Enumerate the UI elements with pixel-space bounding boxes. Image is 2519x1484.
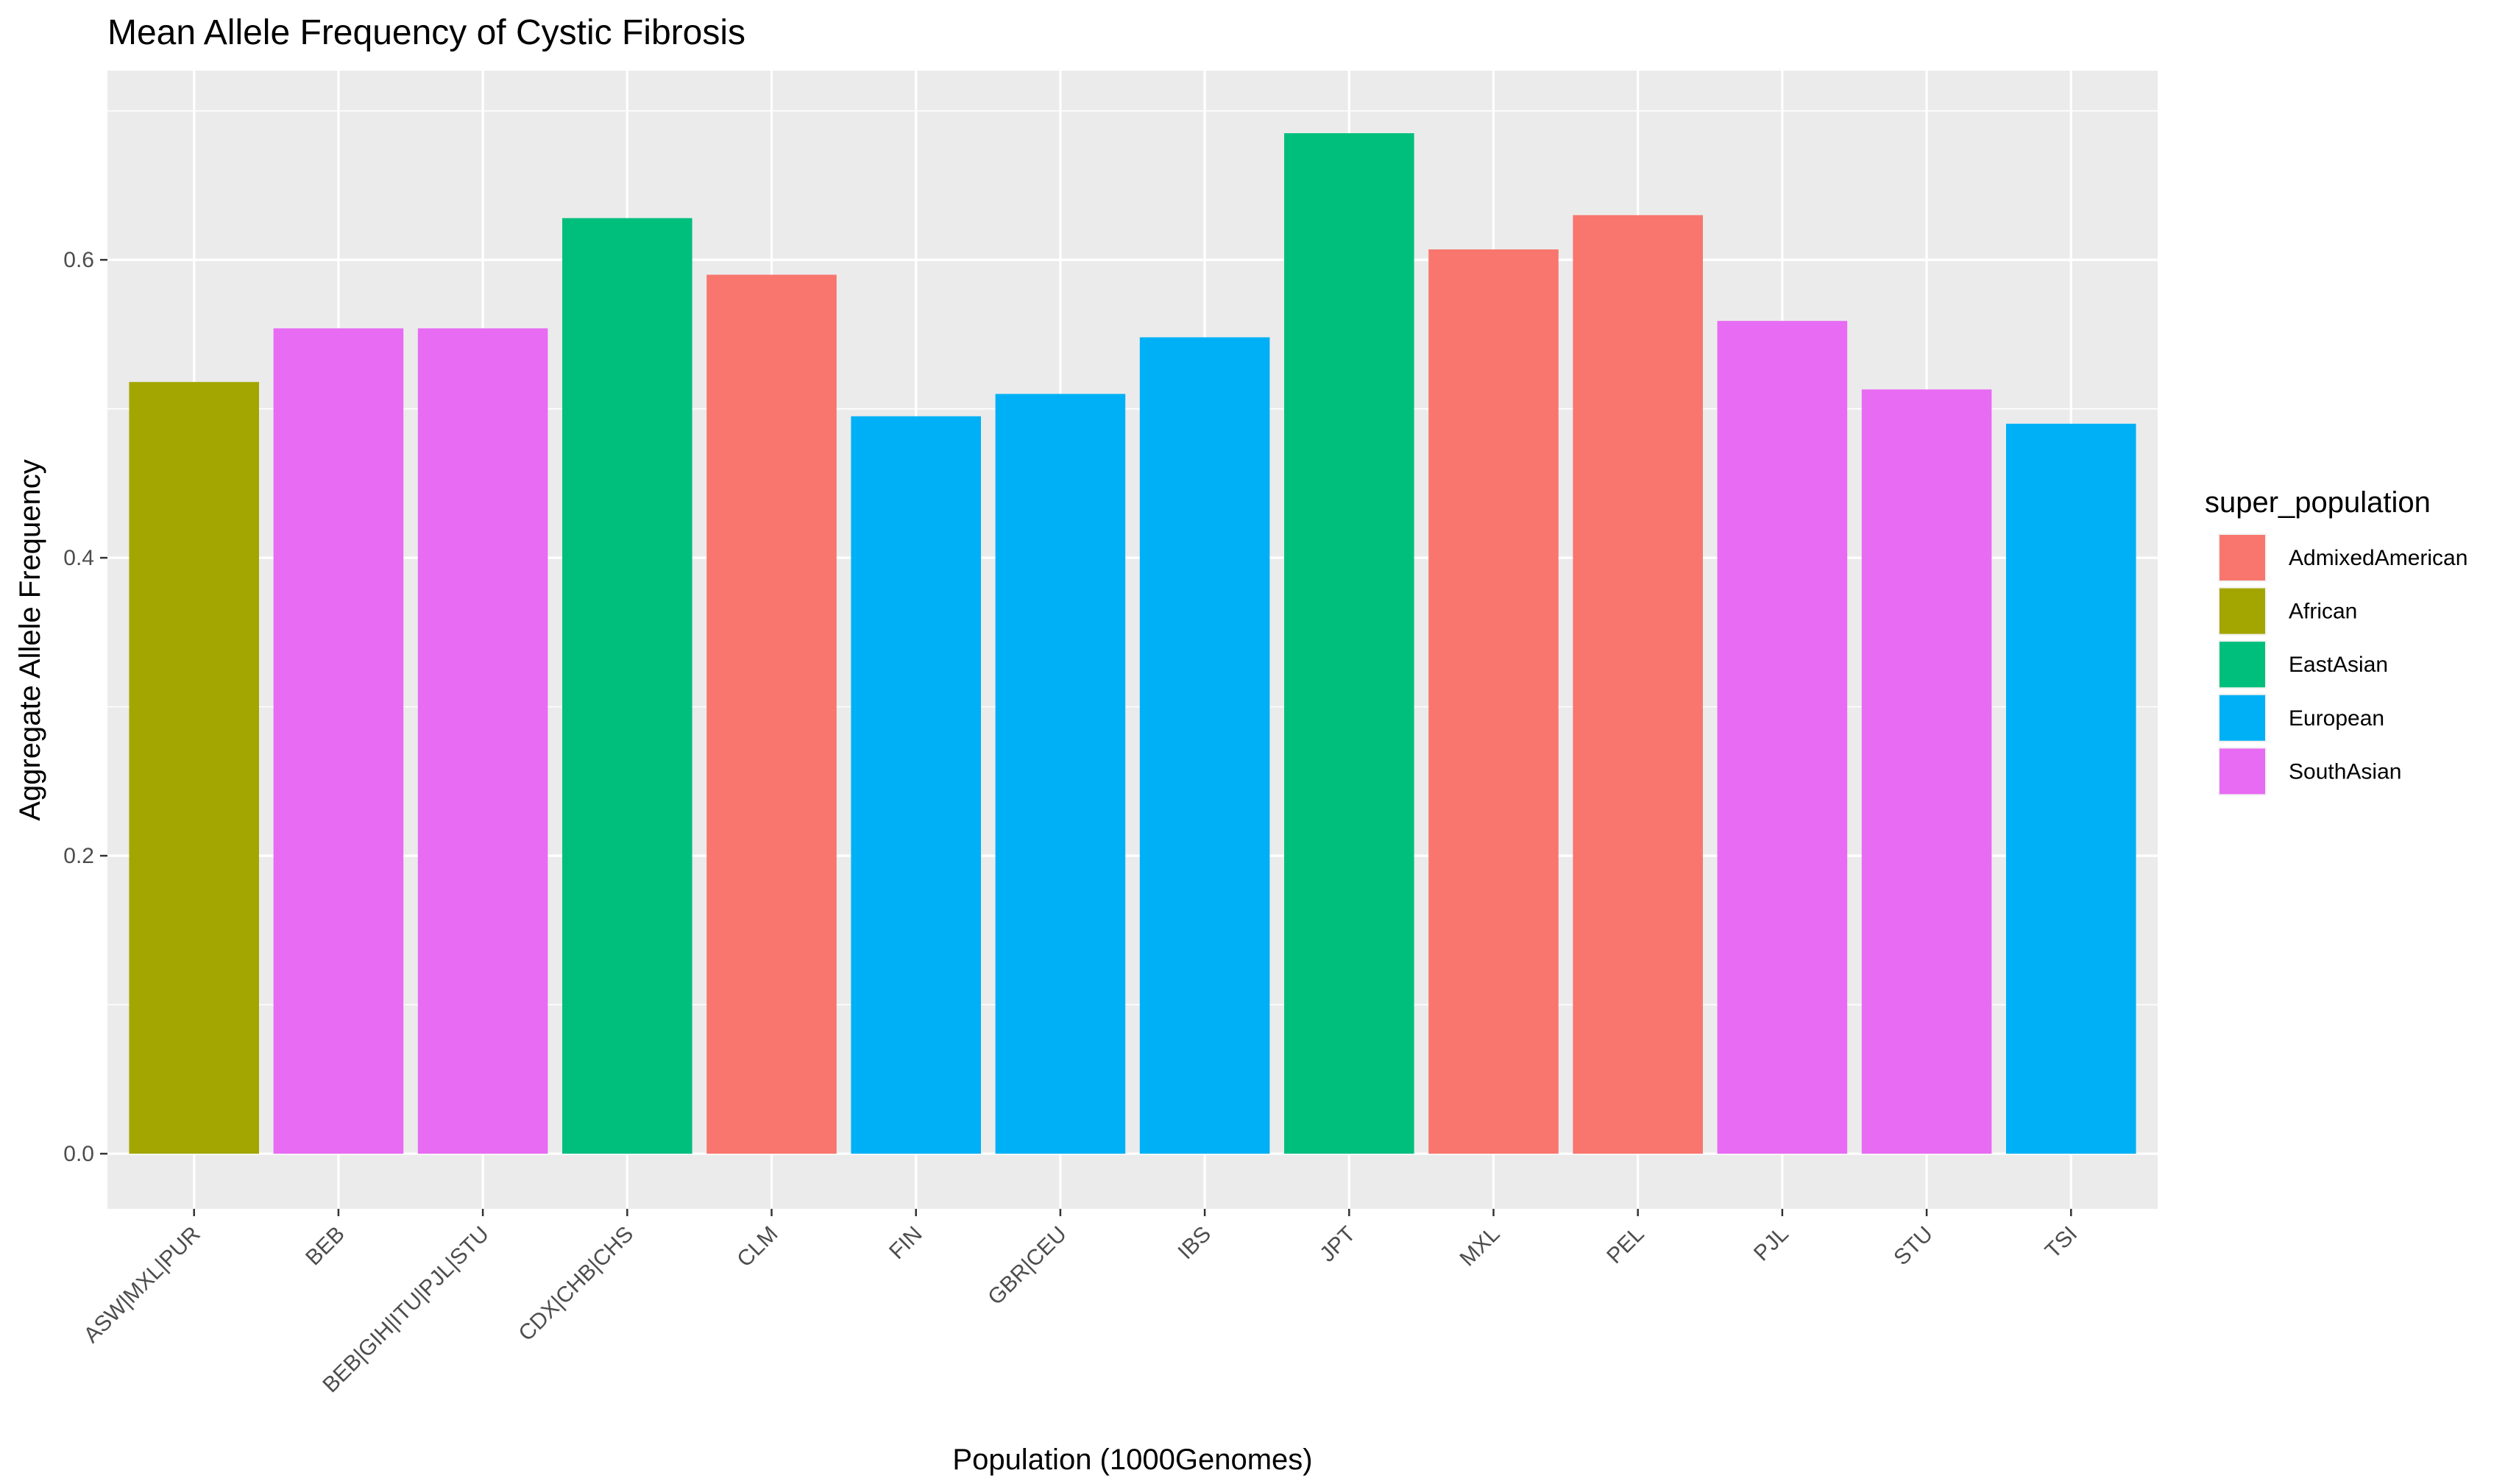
- bar-jpt: [1284, 133, 1414, 1154]
- x-tick-label: GBR|CEU: [983, 1222, 1071, 1310]
- legend-items: AdmixedAmerican African EastAsian European S…: [2218, 533, 2467, 796]
- x-tick-label: PJL: [1749, 1222, 1793, 1266]
- legend-label: AdmixedAmerican: [2289, 546, 2467, 570]
- bar-pjl: [1717, 321, 1848, 1154]
- x-tick-label: STU: [1889, 1222, 1938, 1271]
- y-axis-title: Aggregate Allele Frequency: [14, 459, 46, 820]
- bar-pel: [1573, 215, 1703, 1154]
- legend-label: European: [2289, 706, 2384, 731]
- legend: super_population AdmixedAmerican African E…: [2205, 486, 2467, 796]
- x-tick-label: BEB|GIH|ITU|PJL|STU: [318, 1222, 494, 1398]
- x-tick-label: MXL: [1455, 1222, 1504, 1271]
- x-tick-label: ASW|MXL|PUR: [79, 1222, 205, 1348]
- bar-ibs: [1139, 337, 1270, 1154]
- x-tick-label: PEL: [1602, 1222, 1648, 1268]
- legend-label: African: [2289, 600, 2357, 624]
- x-tick-label: CDX|CHB|CHS: [514, 1222, 639, 1346]
- bars: [129, 133, 2136, 1154]
- bar-asw-mxl-pur: [129, 382, 260, 1154]
- y-tick-label: 0.2: [63, 844, 94, 868]
- chart-title: Mean Allele Frequency of Cystic Fibrosis: [107, 13, 745, 52]
- legend-swatch: [2219, 748, 2265, 795]
- x-tick-label: IBS: [1174, 1222, 1216, 1265]
- bar-tsi: [2005, 423, 2136, 1154]
- x-tick-label: FIN: [885, 1222, 927, 1265]
- legend-label: EastAsian: [2289, 653, 2388, 677]
- bar-beb-gih-itu-pjl-stu: [417, 328, 548, 1154]
- bar-gbr-ceu: [995, 394, 1126, 1154]
- x-tick-label: BEB: [301, 1222, 350, 1271]
- y-tick-label: 0.0: [63, 1142, 94, 1166]
- legend-title: super_population: [2205, 486, 2431, 519]
- legend-swatch: [2219, 695, 2265, 741]
- y-axis: 0.0 0.2 0.4 0.6: [63, 248, 107, 1166]
- bar-mxl: [1428, 249, 1559, 1154]
- x-tick-label: TSI: [2041, 1222, 2082, 1263]
- y-tick-label: 0.6: [63, 248, 94, 272]
- bar-clm: [706, 274, 837, 1154]
- bar-beb: [273, 328, 404, 1154]
- legend-swatch: [2219, 588, 2265, 634]
- x-tick-label: CLM: [732, 1222, 782, 1272]
- legend-swatch: [2219, 535, 2265, 581]
- plot-panel: [107, 71, 2158, 1209]
- y-tick-label: 0.4: [63, 546, 94, 570]
- x-axis-title: Population (1000Genomes): [952, 1444, 1312, 1476]
- legend-label: SouthAsian: [2289, 759, 2401, 784]
- x-tick-label: JPT: [1315, 1222, 1360, 1267]
- bar-fin: [851, 416, 981, 1154]
- bar-cdx-chb-chs: [562, 218, 692, 1154]
- legend-swatch: [2219, 642, 2265, 688]
- bar-stu: [1861, 389, 1992, 1154]
